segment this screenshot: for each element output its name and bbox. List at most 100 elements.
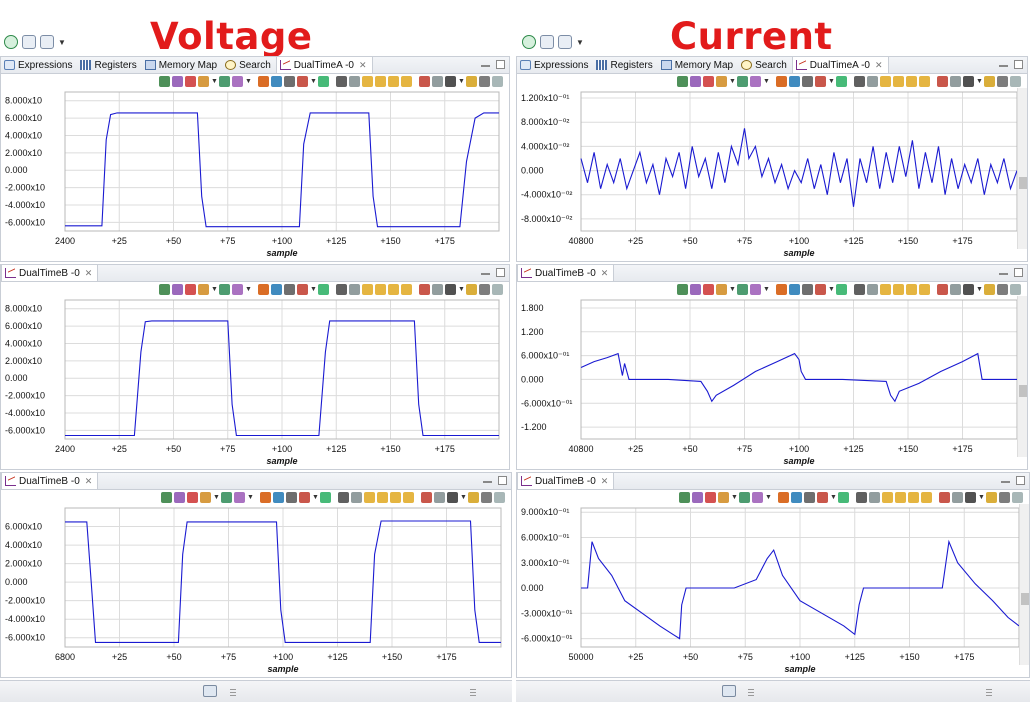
tab-dualtime[interactable]: DualTimeB -0 ✕ [517, 473, 615, 489]
toolbar-button-icon[interactable] [468, 492, 479, 503]
toolbar-button-icon[interactable] [286, 492, 297, 503]
toolbar-button-icon[interactable] [893, 76, 904, 87]
toolbar-button-icon[interactable] [880, 284, 891, 295]
chevron-down-icon[interactable]: ▼ [828, 286, 835, 293]
toolbar-button-icon[interactable] [336, 284, 347, 295]
toolbar-button-icon[interactable] [198, 76, 209, 87]
toolbar-button-icon[interactable] [419, 76, 430, 87]
chevron-down-icon[interactable]: ▼ [247, 494, 254, 501]
toolbar-button-icon[interactable] [895, 492, 906, 503]
toolbar-button-icon[interactable] [362, 284, 373, 295]
chevron-down-icon[interactable]: ▼ [245, 286, 252, 293]
toolbar-button-icon[interactable] [677, 284, 688, 295]
toolbar-button-icon[interactable] [838, 492, 849, 503]
chevron-down-icon[interactable]: ▼ [211, 78, 218, 85]
toolbar-button-icon[interactable] [986, 492, 997, 503]
toolbar-button-icon[interactable] [479, 284, 490, 295]
toolbar-button-icon[interactable] [906, 284, 917, 295]
chevron-down-icon[interactable]: ▼ [458, 286, 465, 293]
toolbar-button-icon[interactable] [421, 492, 432, 503]
chevron-down-icon[interactable]: ▼ [731, 494, 738, 501]
toolbar-button-icon[interactable] [349, 284, 360, 295]
toolbar-button-icon[interactable] [258, 76, 269, 87]
chevron-down-icon[interactable]: ▼ [310, 286, 317, 293]
vertical-scrollbar[interactable] [1017, 88, 1027, 249]
toolbar-button-icon[interactable] [390, 492, 401, 503]
tab-memory-map[interactable]: Memory Map [658, 57, 738, 73]
toolbar-button-icon[interactable] [750, 284, 761, 295]
close-icon[interactable]: ✕ [358, 59, 367, 70]
chevron-down-icon[interactable]: ▼ [976, 78, 983, 85]
toolbar-button-icon[interactable] [466, 76, 477, 87]
chevron-down-icon[interactable]: ▼ [976, 286, 983, 293]
toolbar-button-icon[interactable] [690, 76, 701, 87]
toolbar-button-icon[interactable] [836, 76, 847, 87]
chevron-down-icon[interactable]: ▼ [312, 494, 319, 501]
toolbar-button-icon[interactable] [388, 284, 399, 295]
toolbar-button-icon[interactable] [481, 492, 492, 503]
toolbar-button-icon[interactable] [921, 492, 932, 503]
chevron-down-icon[interactable]: ▼ [978, 494, 985, 501]
toolbar-button-icon[interactable] [893, 284, 904, 295]
chevron-down-icon[interactable]: ▼ [763, 286, 770, 293]
toolbar-button-icon[interactable] [703, 284, 714, 295]
toolbar-button-icon[interactable] [172, 284, 183, 295]
chevron-down-icon[interactable]: ▼ [58, 37, 66, 47]
tab-dualtime[interactable]: DualTimeB -0 ✕ [517, 265, 615, 281]
toolbar-button-icon[interactable] [937, 284, 948, 295]
chevron-down-icon[interactable]: ▼ [460, 494, 467, 501]
toolbar-button-icon[interactable] [159, 76, 170, 87]
toolbar-button-icon[interactable] [401, 284, 412, 295]
toolbar-button-icon[interactable] [716, 76, 727, 87]
tab-registers[interactable]: Registers [77, 57, 141, 73]
chevron-down-icon[interactable]: ▼ [830, 494, 837, 501]
tab-registers[interactable]: Registers [593, 57, 657, 73]
debug-icon[interactable] [4, 35, 18, 49]
toolbar-button-icon[interactable] [679, 492, 690, 503]
toolbar-button-icon[interactable] [677, 76, 688, 87]
tab-dualtimea-0[interactable]: DualTimeA -0 ✕ [275, 57, 373, 73]
toolbar-button-icon[interactable] [802, 76, 813, 87]
toolbar-button-icon[interactable] [377, 492, 388, 503]
status-icon[interactable] [722, 685, 736, 697]
toolbar-button-icon[interactable] [789, 76, 800, 87]
chevron-down-icon[interactable]: ▼ [310, 78, 317, 85]
vertical-scrollbar[interactable] [1019, 504, 1029, 665]
chevron-down-icon[interactable]: ▼ [763, 78, 770, 85]
toolbar-button-icon[interactable] [867, 284, 878, 295]
chevron-down-icon[interactable]: ▼ [828, 78, 835, 85]
tab-expressions[interactable]: Expressions [1, 57, 77, 73]
toolbar-button-icon[interactable] [856, 492, 867, 503]
tab-dualtimea-0[interactable]: DualTimeA -0 ✕ [791, 57, 889, 73]
toolbar-button-icon[interactable] [867, 76, 878, 87]
toolbar-button-icon[interactable] [492, 284, 503, 295]
maximize-icon[interactable] [1016, 476, 1025, 485]
toolbar-button-icon[interactable] [232, 76, 243, 87]
toolbar-button-icon[interactable] [1012, 492, 1023, 503]
toolbar-button-icon[interactable] [836, 284, 847, 295]
toolbar-button-icon[interactable] [273, 492, 284, 503]
toolbar-button-icon[interactable] [318, 76, 329, 87]
close-icon[interactable]: ✕ [600, 267, 609, 278]
toolbar-button-icon[interactable] [906, 76, 917, 87]
toolbar-button-icon[interactable] [187, 492, 198, 503]
tab-memory-map[interactable]: Memory Map [142, 57, 222, 73]
toolbar-button-icon[interactable] [791, 492, 802, 503]
toolbar-button-icon[interactable] [919, 284, 930, 295]
toolbar-button-icon[interactable] [750, 76, 761, 87]
toolbar-button-icon[interactable] [776, 284, 787, 295]
close-icon[interactable]: ✕ [600, 475, 609, 486]
toolbar-button-icon[interactable] [984, 284, 995, 295]
toolbar-button-icon[interactable] [739, 492, 750, 503]
toolbar-button-icon[interactable] [297, 76, 308, 87]
toolbar-button-icon[interactable] [375, 284, 386, 295]
toolbar-button-icon[interactable] [952, 492, 963, 503]
toolbar-button-icon[interactable] [999, 492, 1010, 503]
toolbar-button-icon[interactable] [778, 492, 789, 503]
toolbar-button-icon[interactable] [737, 76, 748, 87]
tab-dualtime[interactable]: DualTimeB -0 ✕ [1, 265, 99, 281]
toolbar-button-icon[interactable] [320, 492, 331, 503]
toolbar-button-icon[interactable] [161, 492, 172, 503]
toolbar-button-icon[interactable] [789, 284, 800, 295]
toolbar-button-icon[interactable] [338, 492, 349, 503]
